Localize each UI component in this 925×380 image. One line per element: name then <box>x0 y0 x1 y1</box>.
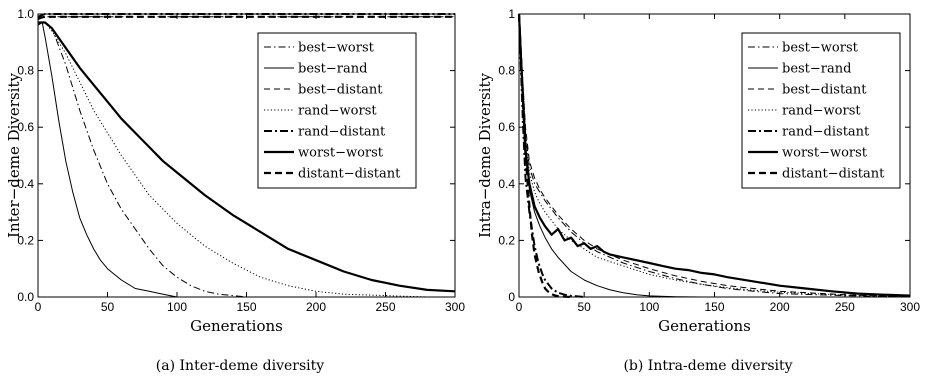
x-tick-label: 0 <box>516 300 523 314</box>
legend-label: best−worst <box>782 41 859 56</box>
y-tick-label: 0.8 <box>498 64 515 78</box>
y-tick-label: 0.6 <box>17 120 34 134</box>
legend-label: best−distant <box>298 83 383 98</box>
y-tick-label: 1 <box>508 7 515 21</box>
x-tick-label: 100 <box>167 300 187 314</box>
series-line-rand-worst <box>518 13 911 298</box>
series-line-distant-distant <box>517 13 572 299</box>
y-tick-label: 0.2 <box>17 233 34 247</box>
y-axis-label: Intra−deme Diversity <box>476 72 494 238</box>
y-tick-label: 0.4 <box>498 177 515 191</box>
y-tick-label: 0.8 <box>17 64 34 78</box>
y-tick-label: 0.4 <box>17 177 34 191</box>
panel-caption: (b) Intra-deme diversity <box>623 358 792 374</box>
legend-label: rand−worst <box>298 104 377 119</box>
legend-label: rand−distant <box>298 125 386 140</box>
x-axis-label: Generations <box>190 317 283 335</box>
y-tick-label: 0 <box>508 290 515 304</box>
legend-label: best−rand <box>298 62 367 77</box>
y-tick-label: 1.0 <box>17 7 34 21</box>
legend-label: rand−distant <box>782 125 870 140</box>
y-tick-label: 0.2 <box>498 233 515 247</box>
legend-label: best−rand <box>782 62 851 77</box>
x-tick-label: 200 <box>306 300 326 314</box>
x-tick-label: 300 <box>445 300 465 314</box>
legend-label: best−worst <box>298 41 375 56</box>
x-tick-label: 50 <box>101 300 115 314</box>
legend-label: worst−worst <box>782 146 868 161</box>
legend-label: rand−worst <box>782 104 861 119</box>
series-line-distant-distant <box>37 15 455 20</box>
legend-label: distant−distant <box>782 167 885 182</box>
x-tick-label: 0 <box>35 300 42 314</box>
legend-box <box>741 32 901 189</box>
chart-panel-2: 0 50 100 150 200 250 300 0 0.2 0.4 0.6 0.8 1 Generati… <box>476 7 920 374</box>
series-line-best-worst <box>37 22 247 298</box>
legend-box <box>257 32 417 189</box>
series-line-worst-worst <box>517 13 911 297</box>
series-line-best-rand <box>37 22 178 298</box>
series-line-rand-worst <box>38 22 455 298</box>
x-tick-label: 150 <box>704 300 724 314</box>
x-tick-label: 50 <box>577 300 591 314</box>
series-line-worst-worst <box>38 21 456 293</box>
y-tick-label: 0.6 <box>498 120 515 134</box>
y-axis-label: Inter−deme Diversity <box>5 73 23 238</box>
panel-caption: (a) Inter-deme diversity <box>156 358 324 374</box>
x-axis-label: Generations <box>658 317 751 335</box>
x-tick-label: 150 <box>236 300 256 314</box>
legend-label: worst−worst <box>298 146 384 161</box>
legend-label: distant−distant <box>298 167 401 182</box>
x-tick-label: 200 <box>770 300 790 314</box>
y-tick-label: 0.0 <box>17 290 34 304</box>
x-tick-label: 250 <box>835 300 855 314</box>
x-tick-label: 250 <box>375 300 395 314</box>
series-line-rand-distant <box>518 13 585 298</box>
x-tick-label: 100 <box>639 300 659 314</box>
chart-panel-1: 0 50 100 150 200 250 300 0.0 0.2 0.4 0.6 0.8 1.0 Gene… <box>5 7 465 374</box>
series-line-best-distant <box>518 13 911 298</box>
x-tick-label: 300 <box>900 300 920 314</box>
legend-label: best−distant <box>782 83 867 98</box>
